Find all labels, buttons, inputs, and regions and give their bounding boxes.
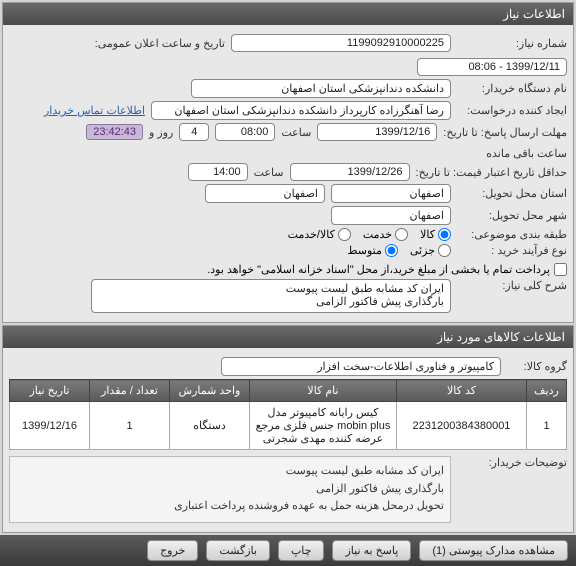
table-header-row: ردیف کد کالا نام کالا واحد شمارش تعداد /… [10, 380, 567, 402]
reply-time-field: 08:00 [215, 123, 275, 141]
panel2-title: اطلاعات کالاهای مورد نیاز [3, 326, 573, 348]
need-no-field: 1199092910000225 [231, 34, 451, 52]
buyer-org-label: نام دستگاه خریدار: [457, 82, 567, 95]
need-info-panel: اطلاعات نیاز شماره نیاز: 119909291000022… [2, 2, 574, 323]
price-time-field: 14:00 [188, 163, 248, 181]
purchase-small-radio[interactable]: جزئی [410, 244, 451, 257]
cell-date: 1399/12/16 [10, 402, 90, 450]
col-qty: تعداد / مقدار [90, 380, 170, 402]
partial-pay-checkbox[interactable] [554, 263, 567, 276]
need-no-label: شماره نیاز: [457, 37, 567, 50]
col-date: تاریخ نیاز [10, 380, 90, 402]
view-attachments-button[interactable]: مشاهده مدارک پیوستی (1) [419, 540, 568, 561]
countdown-days: 4 [179, 123, 209, 141]
time-label-2: ساعت [254, 166, 284, 179]
buyer-org-field: دانشکده دندانپزشکی استان اصفهان [191, 79, 451, 98]
countdown-time: 23:42:43 [86, 124, 143, 140]
delivery-city-label: شهر محل تحویل: [457, 209, 567, 222]
reply-deadline-label: مهلت ارسال پاسخ: تا تاریخ: [443, 126, 567, 139]
grouping-goods-radio[interactable]: کالا [420, 228, 451, 241]
cell-qty: 1 [90, 402, 170, 450]
toolbar: مشاهده مدارک پیوستی (1) پاسخ به نیاز چاپ… [0, 535, 576, 566]
days-label: روز و [149, 126, 173, 139]
buyer-note-box: ایران کد مشابه طبق لیست پیوست بارگذاری پ… [9, 456, 451, 523]
purchase-medium-radio[interactable]: متوسط [347, 244, 398, 257]
col-unit: واحد شمارش [170, 380, 250, 402]
remaining-label: ساعت باقی مانده [486, 147, 567, 160]
creator-label: ایجاد کننده درخواست: [457, 104, 567, 117]
group-field: کامپیوتر و فناوری اطلاعات-سخت افزار [221, 357, 501, 376]
summary-label: شرح کلی نیاز: [457, 279, 567, 292]
cell-code: 2231200384380001 [397, 402, 527, 450]
cell-row: 1 [527, 402, 567, 450]
goods-table: ردیف کد کالا نام کالا واحد شمارش تعداد /… [9, 379, 567, 450]
col-name: نام کالا [250, 380, 397, 402]
cell-name: کیس رایانه کامپیوتر مدل mobin plus جنس ف… [250, 402, 397, 450]
reply-date-field: 1399/12/16 [317, 123, 437, 141]
pub-label: تاریخ و ساعت اعلان عمومی: [95, 37, 225, 50]
print-button[interactable]: چاپ [278, 540, 325, 561]
delivery-city-field: اصفهان [331, 206, 451, 225]
delivery-province-field: اصفهان [331, 184, 451, 203]
grouping-service-radio[interactable]: خدمت [363, 228, 408, 241]
group-label: گروه کالا: [507, 360, 567, 373]
summary-textarea [91, 279, 451, 313]
grouping-label: طبقه بندی موضوعی: [457, 228, 567, 241]
delivery-province-field-2: اصفهان [205, 184, 325, 203]
cell-unit: دستگاه [170, 402, 250, 450]
purchase-type-radio-group: جزئی متوسط [347, 244, 451, 257]
col-row: ردیف [527, 380, 567, 402]
purchase-type-label: نوع فرآیند خرید : [457, 244, 567, 257]
grouping-radio-group: کالا خدمت کالا/خدمت [288, 228, 451, 241]
time-label-1: ساعت [281, 126, 311, 139]
exit-button[interactable]: خروج [147, 540, 198, 561]
price-date-field: 1399/12/26 [290, 163, 410, 181]
buyer-note-label: توضیحات خریدار: [457, 456, 567, 469]
reply-button[interactable]: پاسخ به نیاز [332, 540, 411, 561]
price-validity-label: حداقل تاریخ اعتبار قیمت: تا تاریخ: [416, 166, 567, 179]
partial-pay-wrap: پرداخت تمام یا بخشی از مبلغ خرید،از محل … [207, 263, 567, 276]
back-button[interactable]: بازگشت [206, 540, 270, 561]
pub-date-field: 1399/12/11 - 08:06 [417, 58, 567, 76]
partial-pay-label: پرداخت تمام یا بخشی از مبلغ خرید،از محل … [207, 263, 550, 276]
delivery-province-label: استان محل تحویل: [457, 187, 567, 200]
col-code: کد کالا [397, 380, 527, 402]
panel1-title: اطلاعات نیاز [3, 3, 573, 25]
contact-link[interactable]: اطلاعات تماس خریدار [44, 104, 145, 117]
grouping-goods-service-radio[interactable]: کالا/خدمت [288, 228, 351, 241]
creator-field: رضا آهنگرزاده کارپرداز دانشکده دندانپزشک… [151, 101, 451, 120]
table-row: 12231200384380001کیس رایانه کامپیوتر مدل… [10, 402, 567, 450]
goods-info-panel: اطلاعات کالاهای مورد نیاز گروه کالا: کام… [2, 325, 574, 533]
